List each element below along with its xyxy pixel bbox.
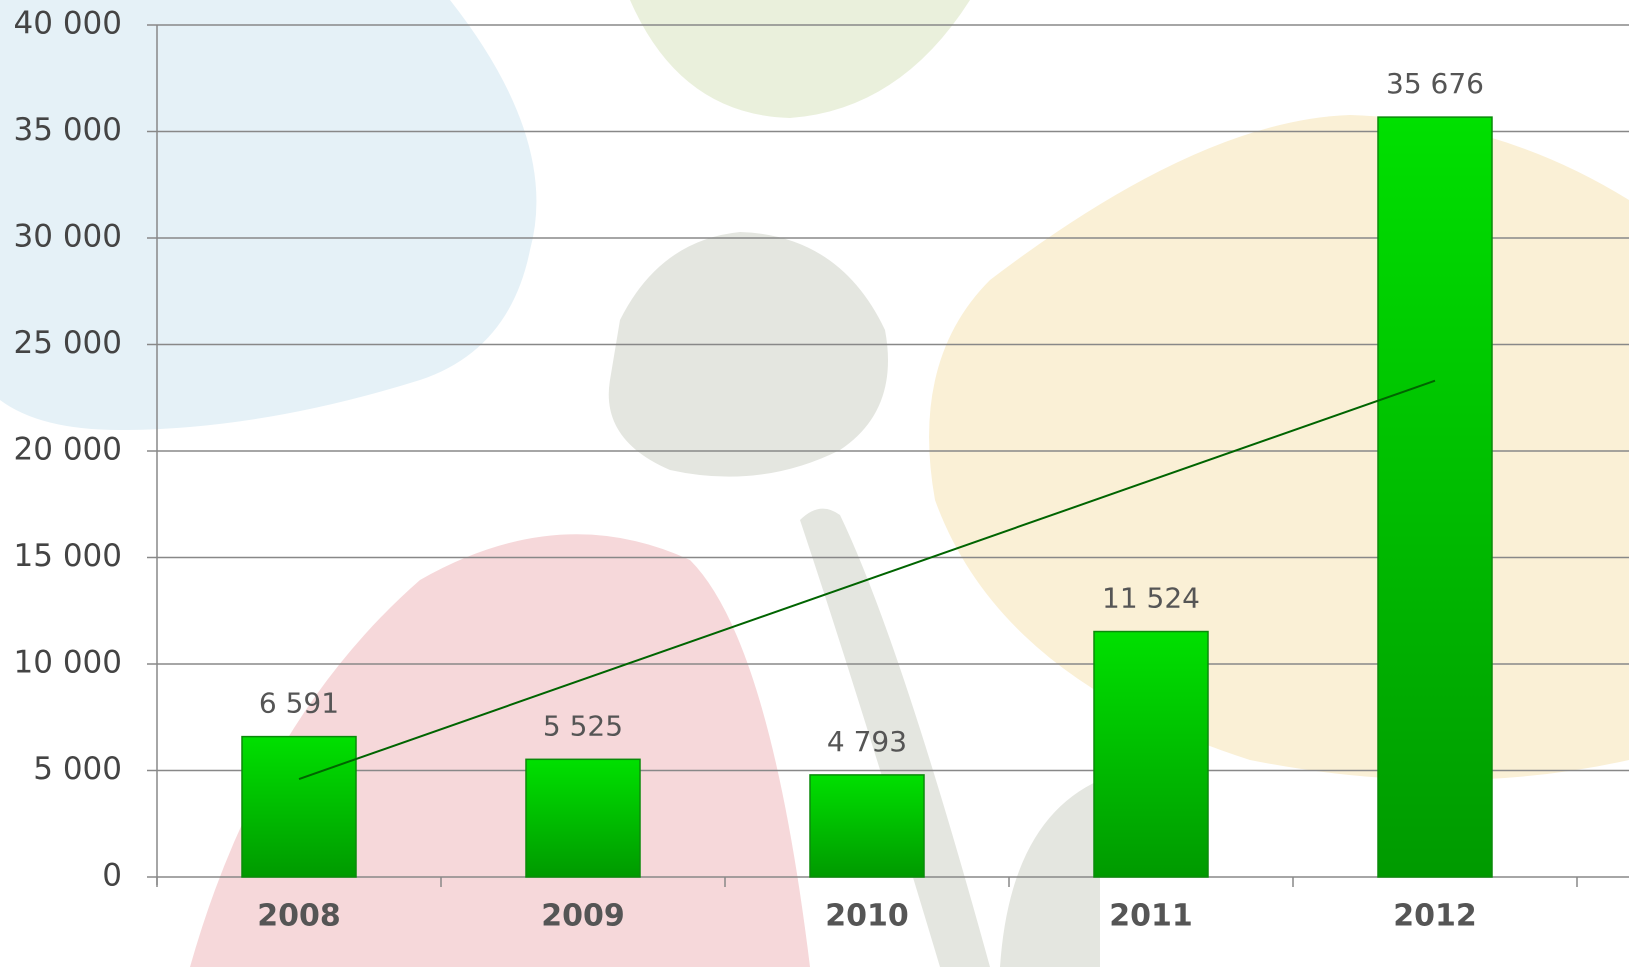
y-tick-label: 30 000	[14, 219, 122, 255]
value-label: 35 676	[1386, 67, 1484, 100]
y-tick-label: 5 000	[33, 751, 122, 787]
x-tick-label: 2010	[825, 899, 909, 934]
x-tick-label: 2012	[1393, 899, 1477, 934]
bar	[241, 735, 357, 878]
y-tick-label: 15 000	[14, 538, 122, 574]
value-label: 4 793	[827, 725, 907, 758]
y-tick-label: 40 000	[14, 6, 122, 42]
bar	[1093, 630, 1209, 878]
value-label: 11 524	[1102, 582, 1200, 615]
value-label: 6 591	[259, 687, 339, 720]
bar	[525, 758, 641, 878]
y-tick-label: 35 000	[14, 112, 122, 148]
trend-line	[298, 379, 1436, 780]
y-tick-label: 25 000	[14, 325, 122, 361]
x-tick-label: 2008	[257, 899, 341, 934]
value-label: 5 525	[543, 709, 623, 742]
x-tick-label: 2011	[1109, 899, 1193, 934]
y-tick-label: 20 000	[14, 432, 122, 468]
y-tick-label: 10 000	[14, 645, 122, 681]
bar	[1377, 116, 1493, 878]
bar	[809, 774, 925, 878]
y-tick-label: 0	[102, 858, 122, 894]
x-tick-label: 2009	[541, 899, 625, 934]
